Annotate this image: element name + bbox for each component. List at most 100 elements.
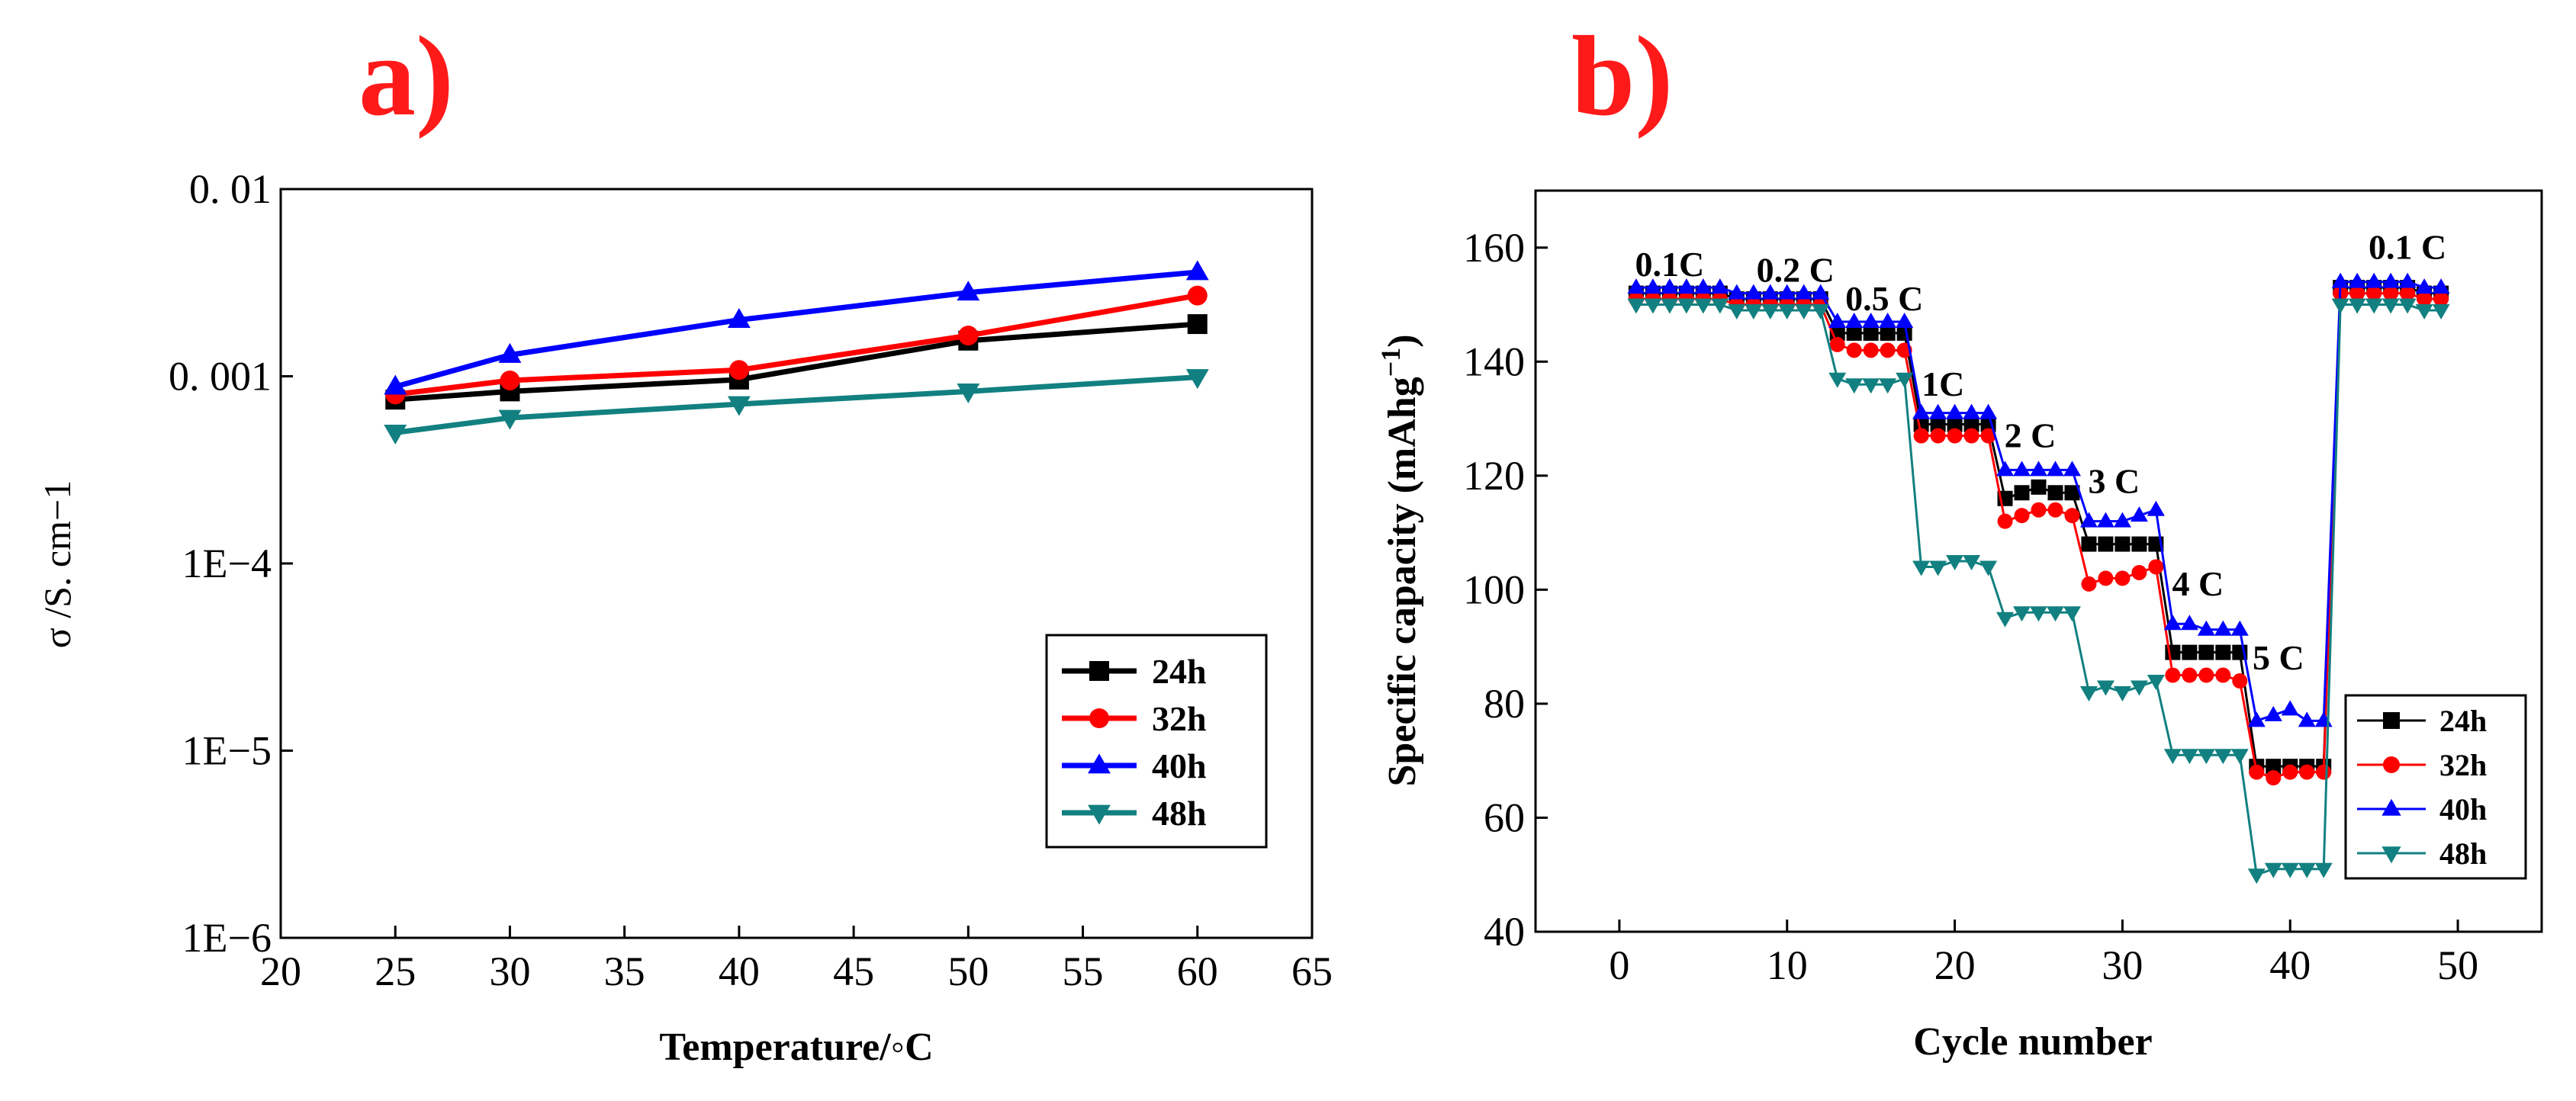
chart-b-point-32h [2165, 667, 2181, 683]
chart-b-point-48h [2030, 606, 2047, 622]
chart-b-legend-marker-32h [2383, 756, 2400, 773]
chart-a-xtick-label: 55 [1063, 949, 1104, 994]
chart-b-point-48h [2197, 749, 2215, 765]
chart-b-rate-annotation: 4 C [2172, 564, 2224, 603]
chart-b-point-48h [2348, 298, 2366, 314]
chart-a-xtick-label: 25 [375, 949, 416, 994]
chart-b-point-40h [1879, 312, 1897, 328]
chart-b-point-40h [2130, 506, 2148, 522]
chart-b-ytick-label: 80 [1484, 681, 1525, 727]
chart-b-line-40h [1635, 281, 2442, 723]
chart-b-point-40h [1711, 278, 1729, 294]
chart-a-point-40h [727, 307, 751, 328]
chart-b-point-48h [2314, 862, 2333, 878]
chart-b-ytick-label: 120 [1463, 453, 1525, 499]
chart-a-ytick-label: 1E−4 [182, 541, 272, 586]
chart-a-point-24h [1187, 314, 1208, 335]
chart-b-point-24h [1930, 416, 1946, 432]
chart-b-point-32h [2215, 667, 2231, 683]
chart-b-point-40h [1661, 278, 1679, 294]
chart-b-rate-annotation: 2 C [2005, 416, 2057, 454]
chart-b-point-48h [1761, 304, 1780, 320]
chart-b-point-32h [1880, 342, 1896, 358]
chart-b-legend-marker-24h [2383, 712, 2400, 729]
chart-a-ytick-label: 0. 001 [169, 354, 272, 400]
chart-b-legend-label-24h: 24h [2439, 704, 2487, 738]
chart-b-point-48h [2432, 304, 2450, 320]
chart-b-point-40h [2113, 512, 2131, 528]
chart-b-point-32h [2266, 770, 2282, 786]
chart-b-point-32h [2115, 570, 2131, 586]
chart-b-ytick-label: 60 [1484, 794, 1525, 840]
chart-b-point-48h [1745, 304, 1763, 320]
chart-b-point-48h [1862, 378, 1880, 394]
chart-a-legend-marker-32h [1089, 708, 1109, 728]
chart-b-point-48h [2415, 304, 2433, 320]
chart-a-point-32h [1187, 285, 1208, 306]
chart-b-point-40h [2298, 711, 2316, 727]
chart-a-xtick-label: 30 [489, 949, 530, 994]
chart-b-point-24h [2014, 485, 2030, 501]
chart-b-point-40h [1979, 403, 1998, 419]
chart-b-point-32h [2014, 508, 2030, 524]
chart-a-legend-label-24h: 24h [1152, 652, 1207, 691]
chart-b-point-40h [2381, 272, 2400, 288]
chart-b-point-48h [1644, 298, 1662, 314]
panel-a-label: a) [359, 13, 454, 140]
chart-b-point-48h [1896, 372, 1914, 388]
chart-b-rate-annotation: 0.5 C [1845, 279, 1923, 318]
chart-b-point-32h [2299, 764, 2315, 780]
chart-b-point-48h [2180, 749, 2198, 765]
chart-b-point-24h [2064, 485, 2080, 501]
chart-b-point-32h [1947, 428, 1963, 444]
chart-b-point-48h [1627, 298, 1645, 314]
chart-a: 20 25 30 35 40 45 50 55 60 65 1E−6 1E−5 1E−4 0. 001 0.… [36, 166, 1333, 1069]
chart-b-legend: 24h 32h 40h 48h [2344, 694, 2527, 880]
chart-b-xtick-label: 40 [2269, 942, 2311, 988]
chart-b-point-40h [2398, 272, 2417, 288]
chart-b-rate-annotation: 1C [1922, 364, 1964, 403]
chart-b-point-32h [2182, 667, 2198, 683]
chart-b-point-40h [1946, 403, 1964, 419]
chart-b-point-40h [1728, 284, 1746, 300]
chart-a-point-48h [384, 425, 407, 445]
chart-b-point-48h [2230, 749, 2249, 765]
chart-a-legend: 24h 32h 40h 48h [1045, 634, 1268, 849]
chart-b-rate-annotation: 0.1C [1635, 245, 1704, 284]
chart-b-point-48h [2113, 685, 2131, 701]
chart-a-point-48h [498, 409, 522, 430]
chart-a-point-40h [1185, 260, 1209, 281]
chart-b-rate-annotation: 0.2 C [1757, 251, 1835, 290]
chart-a-ytick-label: 1E−6 [182, 915, 272, 961]
chart-b-line-48h [1635, 303, 2442, 877]
chart-b-point-32h [1863, 342, 1879, 358]
chart-b-point-32h [1997, 513, 2013, 529]
chart-b-legend-marker-48h [2381, 846, 2401, 864]
chart-a-xtick-label: 65 [1291, 949, 1333, 994]
chart-b-point-48h [1694, 298, 1713, 314]
chart-b-point-40h [2264, 705, 2282, 721]
chart-b-ytick-label: 160 [1463, 225, 1525, 271]
chart-b-point-40h [2180, 615, 2198, 631]
chart-b-point-48h [2331, 298, 2349, 314]
chart-b-xtick-label: 30 [2102, 942, 2143, 988]
chart-b-point-40h [1912, 403, 1931, 419]
chart-b-point-40h [2331, 272, 2349, 288]
chart-b-ytick-label: 140 [1463, 339, 1525, 384]
chart-b-rate-annotation: 3 C [2089, 461, 2140, 500]
chart-b-point-24h [1863, 325, 1879, 341]
chart-b-point-48h [2398, 298, 2417, 314]
chart-b-legend-box [2344, 694, 2527, 880]
chart-a-point-32h [728, 360, 749, 380]
chart-b-point-40h [2281, 700, 2299, 716]
chart-b-point-40h [2030, 461, 2047, 477]
chart-b-point-40h [1812, 284, 1830, 300]
chart-b-point-40h [1644, 278, 1662, 294]
chart-b-point-24h [1846, 325, 1862, 341]
chart-b-ytick-label: 40 [1484, 909, 1525, 955]
chart-b-point-48h [1946, 555, 1964, 570]
chart-b-point-48h [1845, 378, 1864, 394]
chart-a-point-32h [500, 370, 520, 390]
chart-b-point-40h [2230, 620, 2249, 636]
chart-b-point-24h [2182, 644, 2198, 660]
